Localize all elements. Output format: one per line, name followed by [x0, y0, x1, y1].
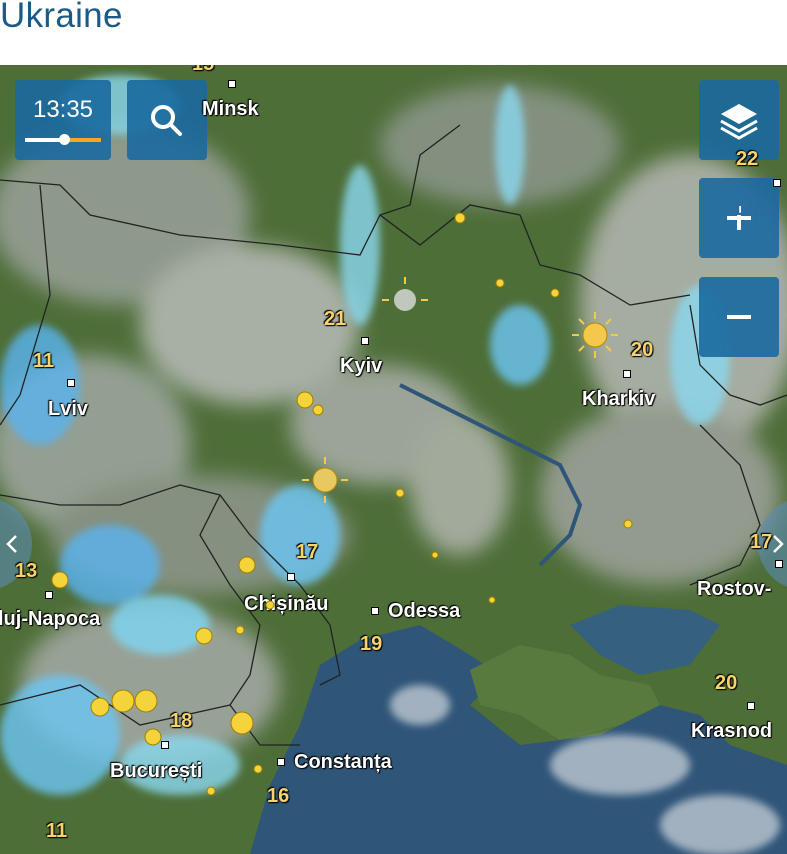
city-marker [371, 607, 379, 615]
crimea [470, 645, 660, 740]
temperature-label: 20 [631, 339, 654, 361]
sun-icon [382, 277, 428, 311]
city-label-constanta[interactable]: Constanța [294, 751, 392, 773]
time-slider-remaining [63, 138, 101, 142]
minus-icon [727, 315, 751, 319]
temperature-label: 15 [192, 65, 214, 75]
layers-button[interactable] [699, 80, 779, 160]
time-slider-control[interactable]: 13:35 [15, 80, 111, 160]
search-button[interactable] [127, 80, 207, 160]
city-label-odessa[interactable]: Odessa [388, 600, 461, 622]
city-marker [747, 702, 755, 710]
temperature-label: 21 [324, 308, 347, 330]
city-label-chisinau[interactable]: Chișinău [244, 593, 329, 615]
weather-map[interactable]: 13:35 Minsk Lipe Kyiv Kharkiv Lviv Chi [0, 65, 787, 854]
sun-icon [302, 457, 348, 503]
temperature-label: 16 [267, 785, 290, 807]
city-label-lviv[interactable]: Lviv [48, 398, 89, 420]
city-marker [287, 573, 295, 581]
search-icon [151, 105, 182, 136]
temperature-label: 20 [715, 672, 738, 694]
rain-areas [0, 75, 730, 795]
city-label-rostov[interactable]: Rostov- [697, 578, 772, 600]
sea-of-azov [570, 605, 720, 675]
city-label-cluj-napoca[interactable]: luj-Napoca [0, 608, 101, 630]
city-label-kyiv[interactable]: Kyiv [340, 355, 383, 377]
precipitation-markers [51, 212, 633, 796]
time-slider-handle[interactable] [59, 134, 70, 145]
temperature-label: 11 [33, 350, 55, 372]
temperature-label: 19 [360, 633, 383, 655]
city-marker [623, 370, 631, 378]
time-label: 13:35 [32, 96, 94, 123]
dnipro-river [399, 383, 583, 567]
city-label-kharkiv[interactable]: Kharkiv [582, 388, 656, 410]
city-marker [161, 741, 169, 749]
temperature-label: 17 [750, 531, 773, 553]
chevron-right-icon [773, 535, 784, 553]
sea-clouds [390, 685, 780, 854]
city-marker [67, 379, 75, 387]
zoom-in-button[interactable] [699, 178, 779, 258]
city-marker [775, 560, 783, 568]
satellite-layer [0, 65, 787, 854]
layers-icon [720, 104, 758, 140]
city-label-lipetsk[interactable]: Lipe [735, 198, 777, 220]
city-marker [45, 591, 53, 599]
city-marker [361, 337, 369, 345]
city-label-minsk[interactable]: Minsk [202, 98, 259, 120]
black-sea [250, 625, 787, 854]
sun-icon [572, 312, 618, 358]
city-marker [773, 179, 781, 187]
chevron-left-icon [6, 535, 17, 553]
borders [0, 124, 787, 746]
city-marker [228, 80, 236, 88]
temperature-label: 17 [296, 541, 319, 563]
city-marker [277, 758, 285, 766]
plus-icon [727, 206, 751, 230]
zoom-out-button[interactable] [699, 277, 779, 357]
city-label-bucuresti[interactable]: București [110, 760, 203, 782]
city-label-krasnodar[interactable]: Krasnod [691, 720, 773, 742]
temperature-label: 22 [736, 148, 759, 170]
temperature-label: 18 [170, 710, 193, 732]
temperature-label: 13 [15, 560, 38, 582]
temperature-label: 11 [46, 820, 68, 842]
page-title: Ukraine [0, 0, 123, 35]
